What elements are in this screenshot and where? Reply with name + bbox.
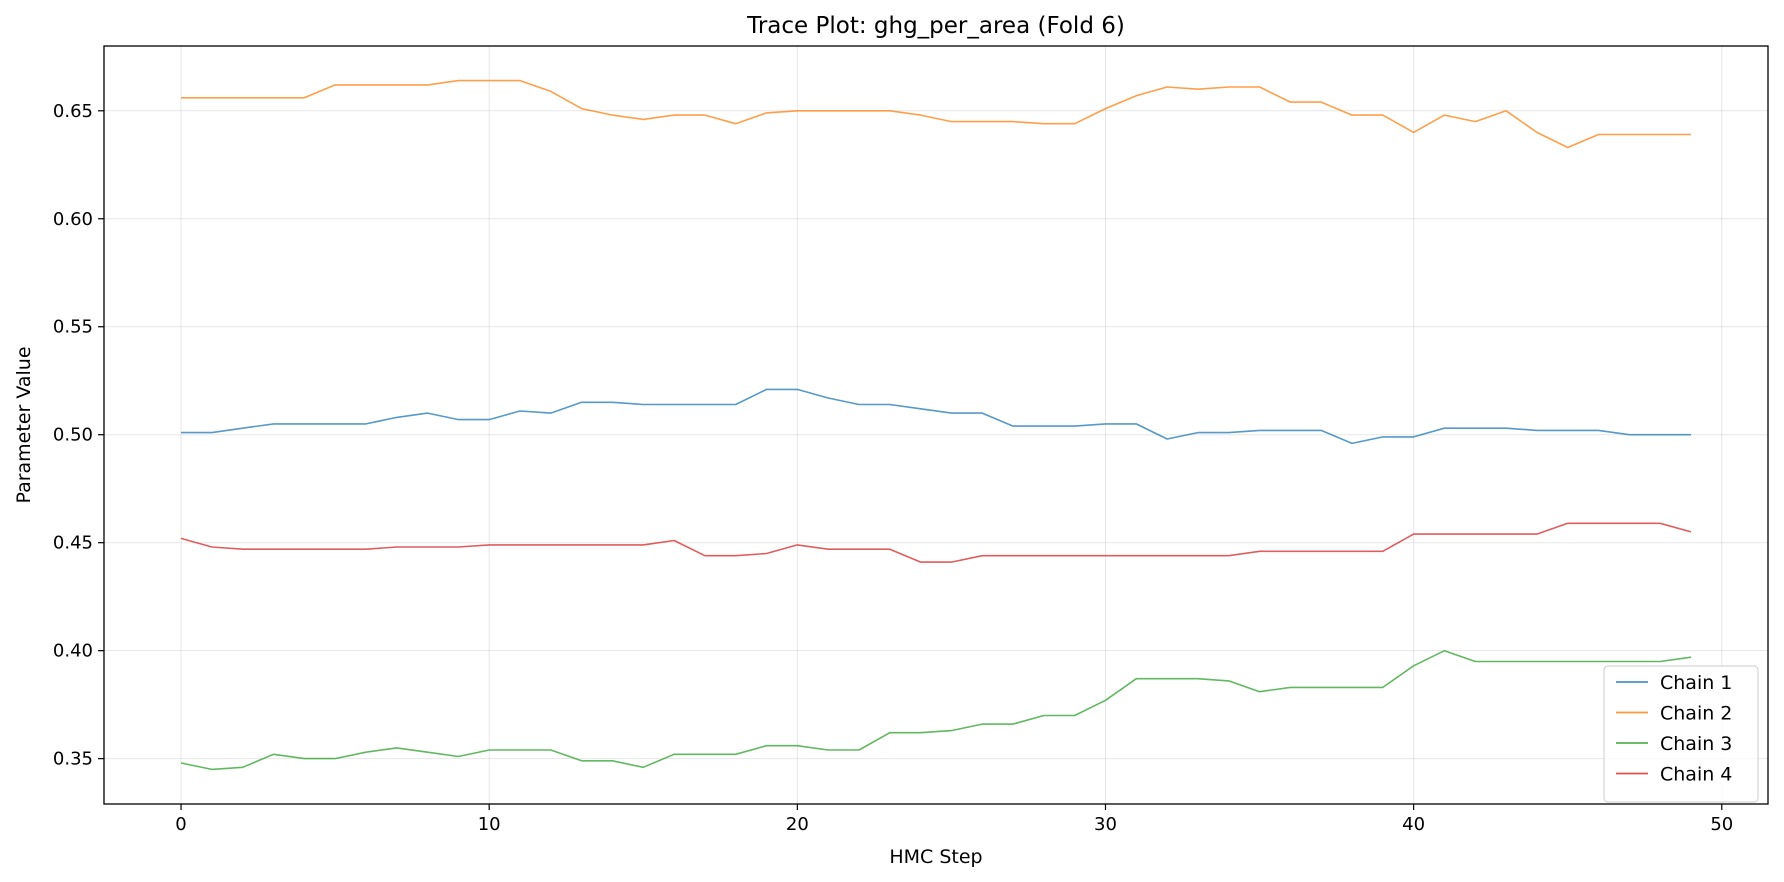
y-tick-label: 0.50 <box>53 425 93 446</box>
grid-lines <box>104 46 1768 804</box>
series-line-chain-3 <box>180 649 1692 771</box>
x-axis-ticks: 0 10 20 30 40 50 <box>175 804 1733 835</box>
x-axis-label: HMC Step <box>889 846 982 868</box>
chart-title: Trace Plot: ghg_per_area (Fold 6) <box>746 13 1125 39</box>
y-axis-label: Parameter Value <box>13 346 35 503</box>
x-tick-label: 20 <box>786 814 809 835</box>
x-tick-label: 40 <box>1402 814 1425 835</box>
y-tick-label: 0.65 <box>53 101 93 122</box>
legend-label: Chain 4 <box>1660 764 1732 786</box>
y-tick-label: 0.60 <box>53 209 93 230</box>
legend-label: Chain 1 <box>1660 672 1732 694</box>
series-lines <box>180 79 1692 771</box>
y-tick-label: 0.55 <box>53 317 93 338</box>
x-tick-label: 30 <box>1094 814 1117 835</box>
y-tick-label: 0.40 <box>53 641 93 662</box>
x-tick-label: 10 <box>478 814 501 835</box>
x-tick-label: 50 <box>1710 814 1733 835</box>
series-line-chain-1 <box>181 388 1691 445</box>
legend-box <box>1603 665 1759 803</box>
x-tick-label: 0 <box>175 814 186 835</box>
series-line-chain-2 <box>181 79 1691 149</box>
legend-label: Chain 3 <box>1660 733 1732 755</box>
y-tick-label: 0.35 <box>53 749 93 770</box>
legend-label: Chain 2 <box>1660 703 1732 725</box>
y-axis-ticks: 0.35 0.40 0.45 0.50 0.55 0.60 0.65 <box>53 101 104 770</box>
plot-area-frame <box>103 45 1769 805</box>
series-line-chain-4 <box>180 522 1692 563</box>
y-tick-label: 0.45 <box>53 533 93 554</box>
legend: Chain 1 Chain 2 Chain 3 Chain 4 <box>1603 665 1759 803</box>
